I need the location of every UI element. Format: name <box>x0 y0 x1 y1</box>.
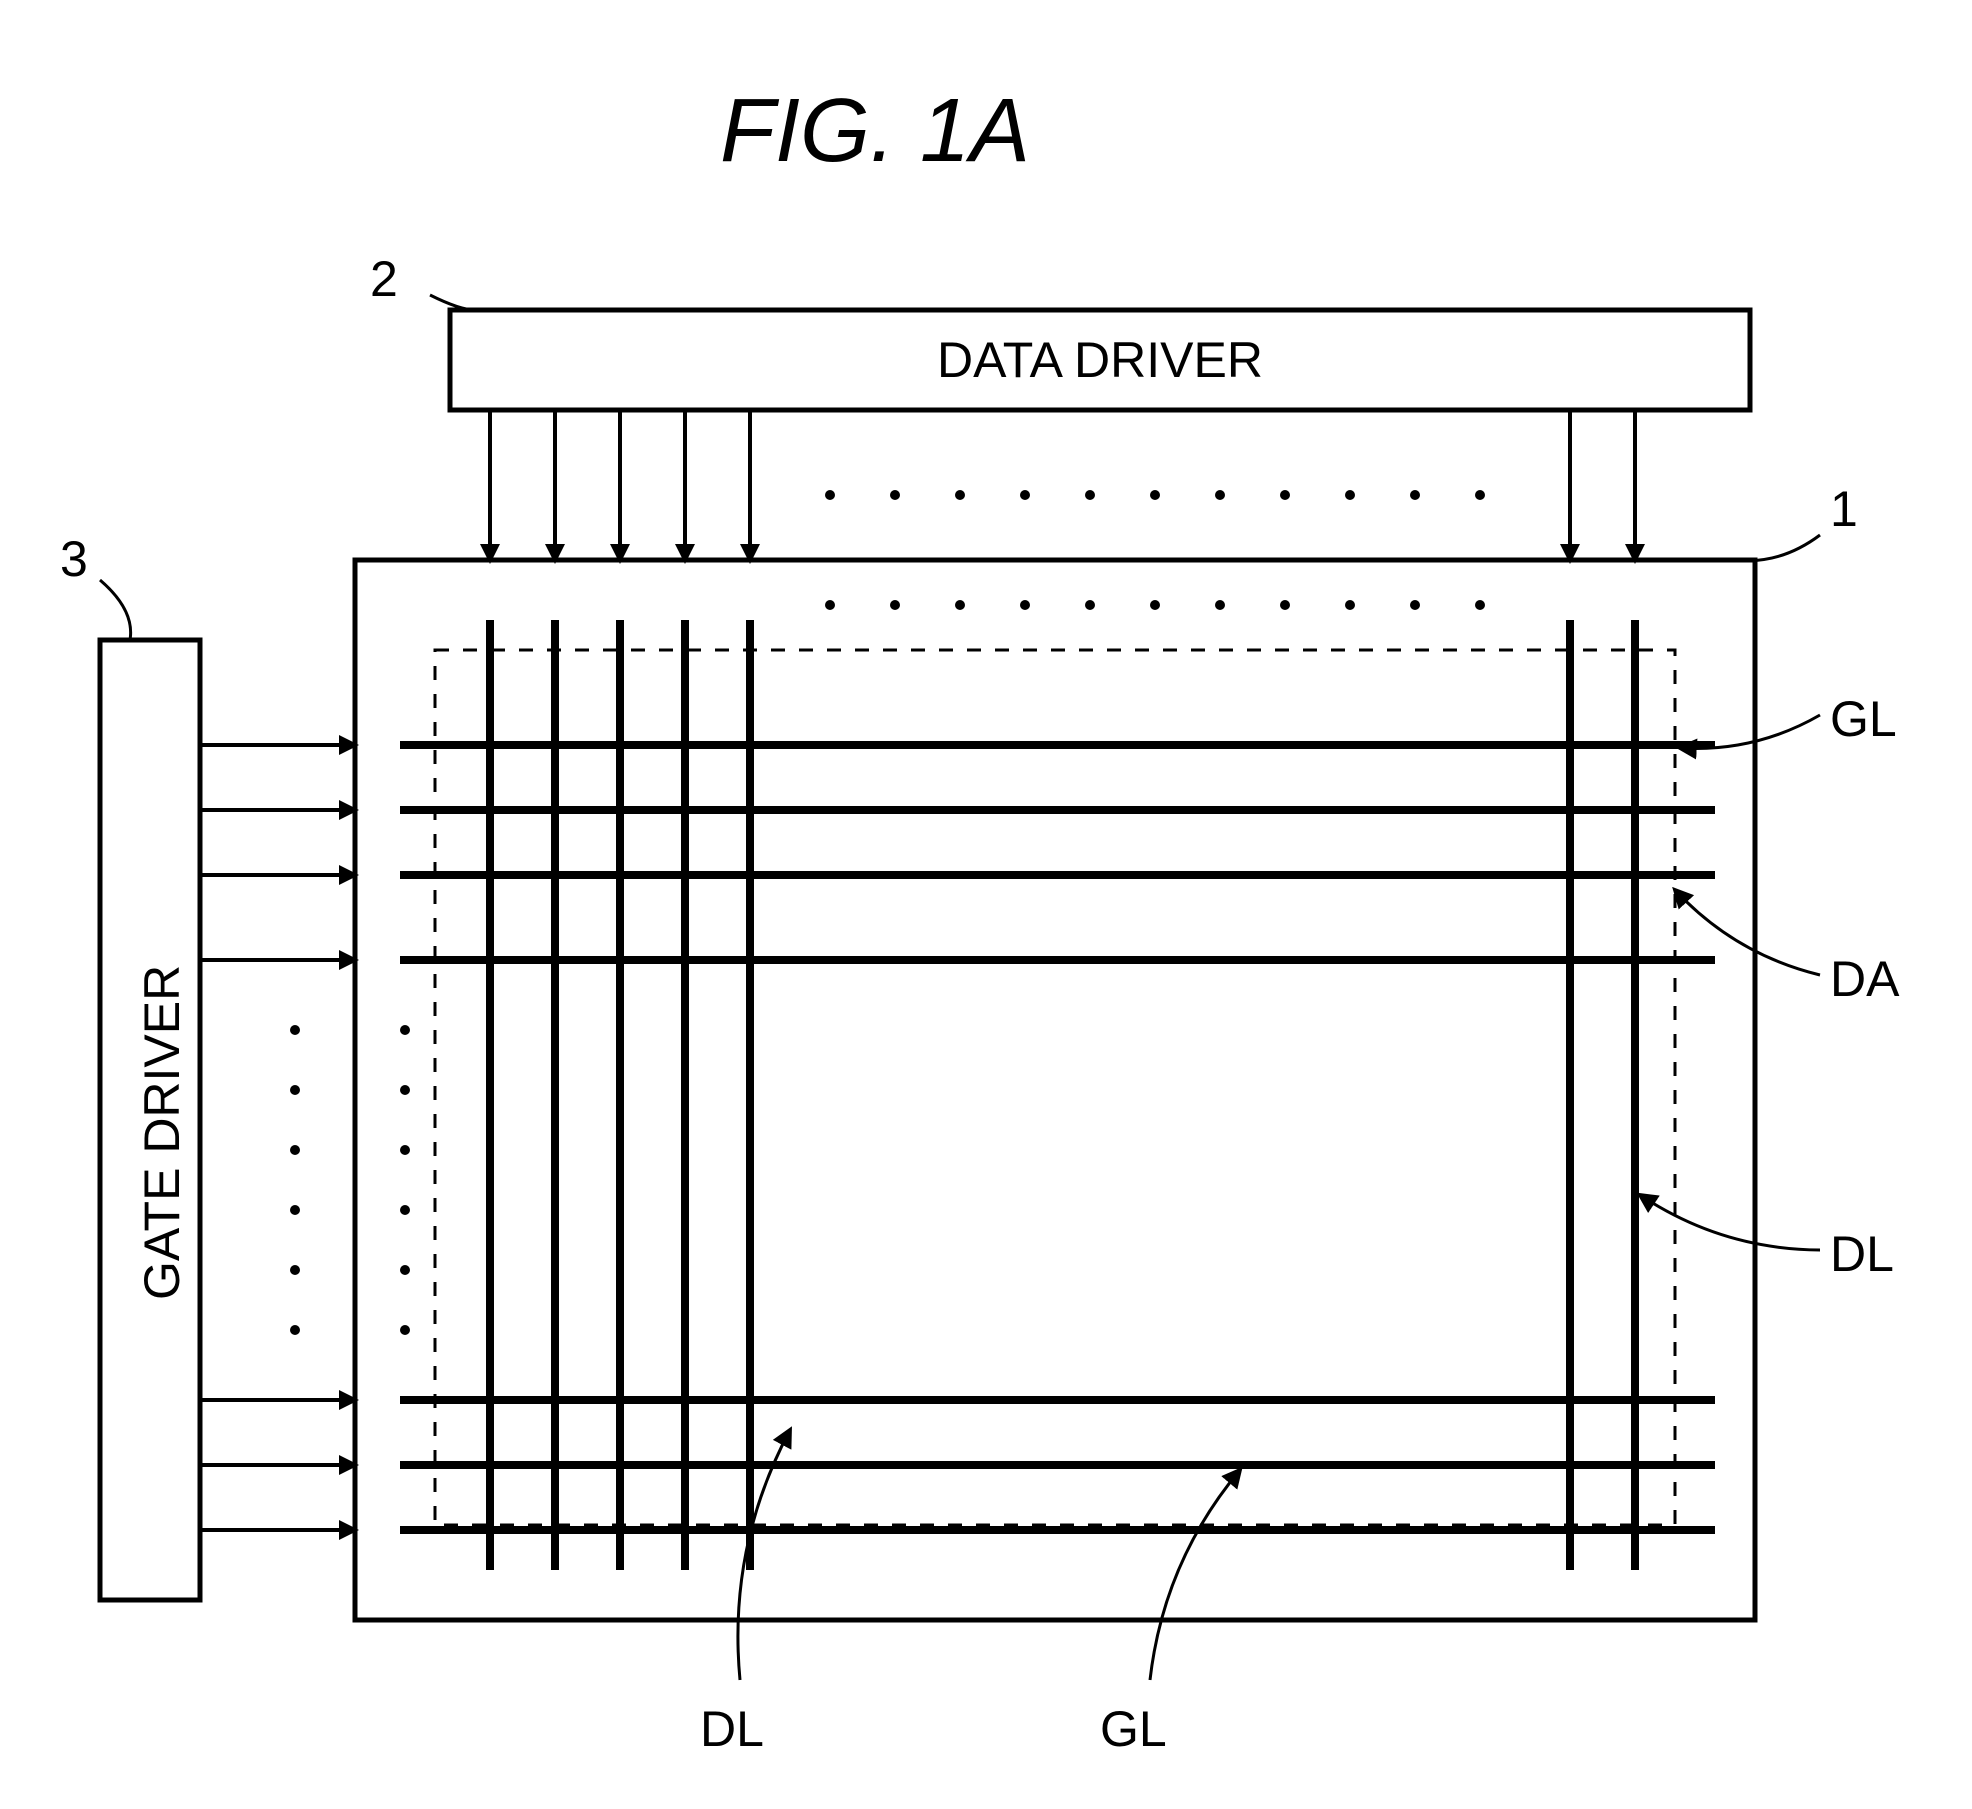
data-driver-ref: 2 <box>370 250 398 308</box>
display-area-label: DA <box>1830 950 1899 1008</box>
gate-driver-label: GATE DRIVER <box>133 965 191 1300</box>
diagram-stage: FIG. 1A DATA DRIVER 2 GATE DRIVER 3 1 DA… <box>0 0 1972 1809</box>
gate-line-label-bottom: GL <box>1100 1700 1167 1758</box>
data-line-label-bottom: DL <box>700 1700 764 1758</box>
gate-line-label-right: GL <box>1830 690 1897 748</box>
figure-title: FIG. 1A <box>720 80 1030 183</box>
diagram-svg <box>0 0 1972 1809</box>
data-line-label-right: DL <box>1830 1225 1894 1283</box>
gate-driver-ref: 3 <box>60 530 88 588</box>
data-driver-label: DATA DRIVER <box>450 331 1750 389</box>
panel-ref: 1 <box>1830 480 1858 538</box>
